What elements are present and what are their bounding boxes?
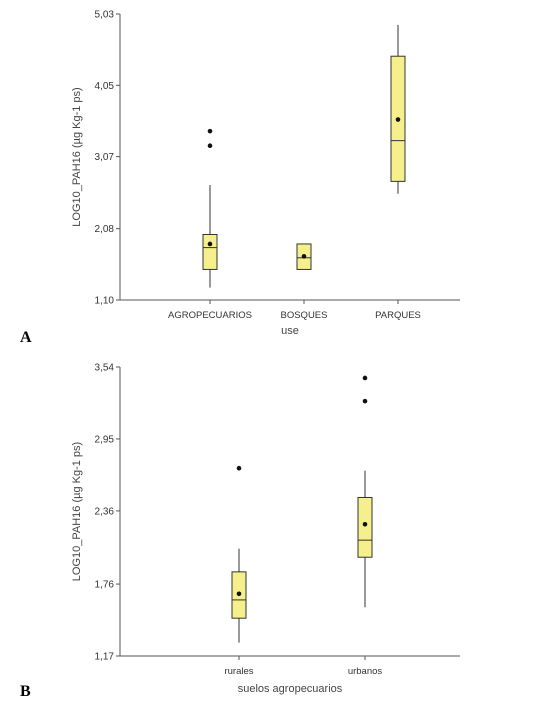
panel-letter: A [20,329,32,346]
y-tick-label: 4,05 [95,81,115,92]
x-tick-label: AGROPECUARIOS [168,310,252,321]
y-axis-title: LOG10_PAH16 (µg Kg-1 ps) [71,87,83,226]
mean-point [301,254,307,259]
mean-point [207,241,213,247]
x-tick-label: rurales [224,666,253,677]
mean-point [395,117,401,122]
x-tick-label: urbanos [348,666,383,677]
outlier-point [362,398,368,404]
y-tick-label: 2,95 [95,434,115,445]
box-group-parques: PARQUES [375,24,421,321]
iqr-box [202,234,218,270]
x-tick-label: PARQUES [375,310,421,321]
y-tick-label: 1,10 [95,296,115,307]
x-axis-title: use [281,325,299,337]
y-tick-label: 2,36 [95,506,115,517]
iqr-box [357,496,373,558]
y-tick-label: 3,54 [95,363,115,374]
box-group-urbanos: urbanos [348,375,383,677]
panel-a: 1,10 2,08 3,07 4,05 5,03 LOG10_PAH16 (µg Kg-1… [20,10,460,346]
y-tick-label: 1,17 [95,652,115,663]
y-tick-label: 1,76 [95,580,115,591]
mean-point [362,522,368,527]
y-axis-title: LOG10_PAH16 (µg Kg-1 ps) [71,442,83,581]
panel-letter: B [20,683,31,700]
mean-point [236,591,242,597]
outlier-point [207,128,213,134]
y-tick-label: 2,08 [95,224,115,235]
panel-b: 1,17 1,76 2,36 2,95 3,54 LOG10_PAH16 (µg Kg-1… [20,363,460,700]
x-tick-label: BOSQUES [281,310,328,321]
box-group-rurales: rurales [224,465,254,677]
y-tick-label: 3,07 [95,152,115,163]
x-axis-title: suelos agropecuarios [238,683,343,695]
outlier-point [236,465,242,471]
box-group-agropecuarios: AGROPECUARIOS [168,128,252,321]
outlier-point [207,143,213,149]
outlier-point [362,375,368,381]
y-tick-label: 5,03 [95,10,115,21]
box-group-bosques: BOSQUES [281,243,328,321]
